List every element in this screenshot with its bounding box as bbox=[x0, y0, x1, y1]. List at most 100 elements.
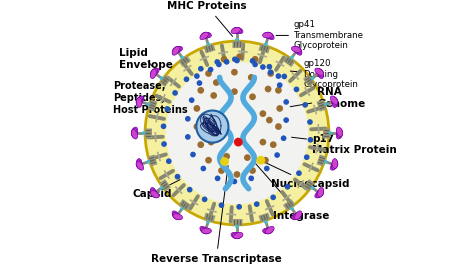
Ellipse shape bbox=[136, 162, 144, 170]
Ellipse shape bbox=[295, 211, 302, 220]
Circle shape bbox=[262, 157, 269, 164]
Circle shape bbox=[244, 154, 251, 161]
Circle shape bbox=[166, 62, 308, 204]
Ellipse shape bbox=[231, 27, 240, 34]
Circle shape bbox=[234, 58, 240, 63]
Ellipse shape bbox=[232, 233, 242, 238]
Ellipse shape bbox=[265, 32, 274, 40]
Circle shape bbox=[160, 76, 163, 80]
Circle shape bbox=[221, 56, 228, 63]
Ellipse shape bbox=[150, 68, 159, 75]
Circle shape bbox=[224, 59, 229, 65]
Text: Protease,
Peptides,
Host Proteins: Protease, Peptides, Host Proteins bbox=[113, 81, 187, 115]
Circle shape bbox=[281, 135, 286, 141]
Ellipse shape bbox=[263, 228, 273, 234]
Circle shape bbox=[283, 117, 289, 123]
Circle shape bbox=[175, 174, 181, 180]
Circle shape bbox=[180, 207, 184, 210]
Circle shape bbox=[201, 166, 206, 171]
Circle shape bbox=[252, 62, 258, 67]
Circle shape bbox=[190, 152, 196, 157]
Circle shape bbox=[161, 141, 167, 147]
Ellipse shape bbox=[131, 127, 137, 136]
Ellipse shape bbox=[172, 47, 179, 55]
Ellipse shape bbox=[201, 32, 210, 39]
Ellipse shape bbox=[316, 189, 324, 198]
Ellipse shape bbox=[292, 46, 301, 52]
Circle shape bbox=[183, 76, 189, 82]
Circle shape bbox=[193, 105, 200, 112]
Circle shape bbox=[264, 220, 268, 224]
Circle shape bbox=[266, 117, 273, 123]
Circle shape bbox=[248, 176, 254, 181]
Circle shape bbox=[219, 202, 224, 208]
Ellipse shape bbox=[332, 159, 338, 168]
Ellipse shape bbox=[131, 130, 137, 139]
Ellipse shape bbox=[136, 159, 142, 168]
Circle shape bbox=[260, 110, 266, 117]
Circle shape bbox=[164, 106, 170, 112]
Ellipse shape bbox=[263, 32, 273, 38]
Ellipse shape bbox=[318, 69, 324, 78]
Ellipse shape bbox=[264, 227, 273, 234]
Ellipse shape bbox=[331, 160, 337, 169]
Ellipse shape bbox=[200, 226, 209, 234]
Circle shape bbox=[161, 123, 166, 129]
Circle shape bbox=[260, 64, 266, 70]
Circle shape bbox=[146, 160, 150, 164]
Circle shape bbox=[180, 56, 184, 59]
Circle shape bbox=[264, 166, 270, 171]
Circle shape bbox=[202, 115, 210, 122]
Ellipse shape bbox=[337, 127, 343, 136]
Circle shape bbox=[197, 87, 204, 94]
Ellipse shape bbox=[295, 47, 302, 55]
Circle shape bbox=[307, 119, 313, 125]
Circle shape bbox=[231, 69, 238, 76]
Ellipse shape bbox=[337, 128, 342, 138]
Circle shape bbox=[206, 220, 210, 224]
Ellipse shape bbox=[293, 212, 301, 220]
Ellipse shape bbox=[316, 68, 324, 77]
Circle shape bbox=[235, 225, 239, 228]
Circle shape bbox=[185, 134, 191, 140]
Circle shape bbox=[304, 154, 310, 160]
Circle shape bbox=[268, 69, 273, 75]
Ellipse shape bbox=[293, 46, 301, 54]
Circle shape bbox=[311, 186, 314, 190]
Ellipse shape bbox=[330, 96, 338, 105]
Circle shape bbox=[187, 187, 192, 193]
Circle shape bbox=[208, 139, 214, 146]
Circle shape bbox=[189, 97, 194, 103]
Ellipse shape bbox=[234, 27, 243, 34]
Circle shape bbox=[205, 157, 212, 164]
Ellipse shape bbox=[330, 162, 338, 170]
Ellipse shape bbox=[172, 211, 179, 220]
Ellipse shape bbox=[315, 191, 324, 198]
Ellipse shape bbox=[136, 98, 142, 107]
Circle shape bbox=[142, 131, 146, 135]
Ellipse shape bbox=[315, 68, 324, 75]
Text: Integrase: Integrase bbox=[255, 164, 329, 221]
Circle shape bbox=[218, 167, 225, 174]
Text: Reverse Transcriptase: Reverse Transcriptase bbox=[151, 165, 282, 264]
Circle shape bbox=[231, 88, 238, 95]
Circle shape bbox=[205, 70, 212, 77]
Circle shape bbox=[324, 102, 328, 106]
Circle shape bbox=[285, 184, 291, 190]
Text: p17
Matrix Protein: p17 Matrix Protein bbox=[292, 134, 397, 156]
Circle shape bbox=[214, 59, 220, 65]
Circle shape bbox=[234, 171, 240, 178]
Circle shape bbox=[302, 102, 308, 108]
Ellipse shape bbox=[265, 226, 274, 234]
Circle shape bbox=[213, 79, 219, 86]
Circle shape bbox=[194, 73, 200, 79]
Circle shape bbox=[275, 87, 282, 94]
Ellipse shape bbox=[200, 32, 209, 40]
Circle shape bbox=[185, 116, 191, 122]
Ellipse shape bbox=[137, 97, 143, 106]
Ellipse shape bbox=[150, 69, 156, 78]
Circle shape bbox=[172, 90, 178, 96]
Ellipse shape bbox=[150, 188, 156, 197]
Circle shape bbox=[275, 123, 282, 130]
Circle shape bbox=[293, 86, 299, 92]
